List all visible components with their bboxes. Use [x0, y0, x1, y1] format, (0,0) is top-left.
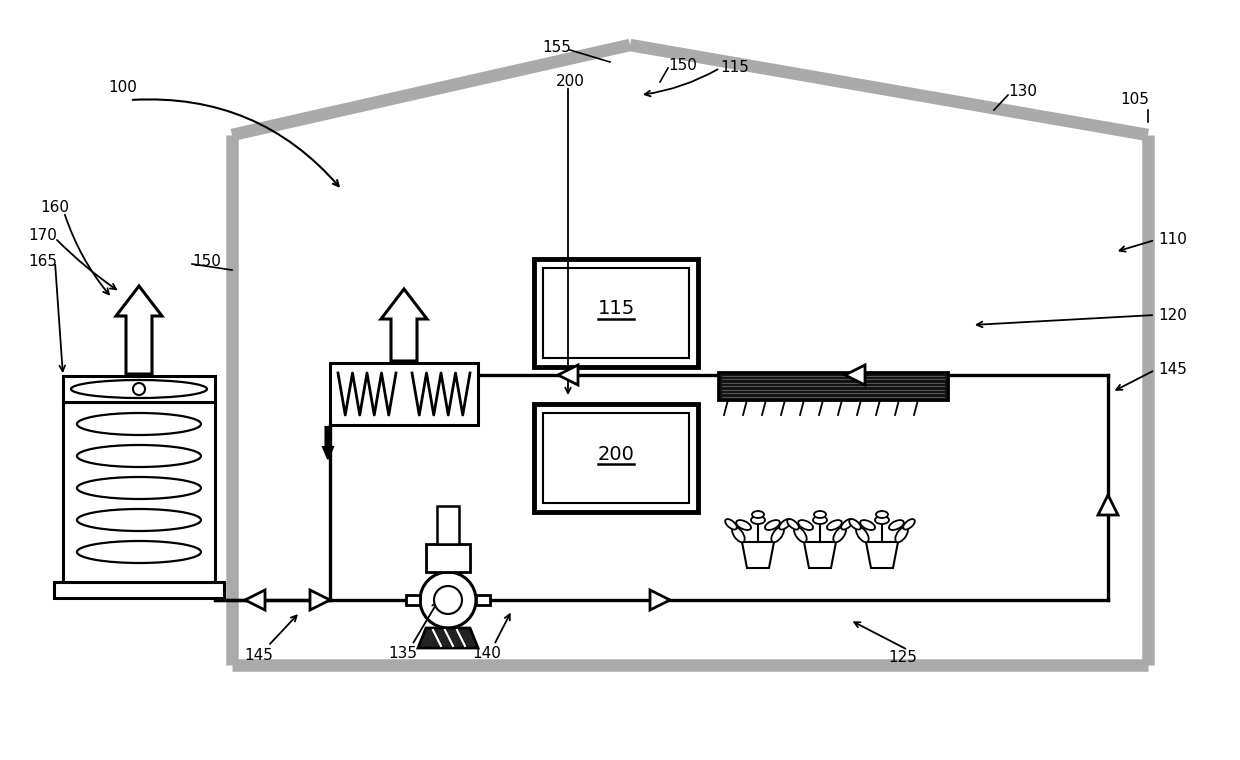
Bar [543, 413, 689, 503]
Ellipse shape [889, 520, 904, 530]
Ellipse shape [771, 527, 784, 542]
Text: 130: 130 [1008, 84, 1037, 100]
Text: 140: 140 [472, 647, 501, 661]
Ellipse shape [751, 516, 765, 524]
Ellipse shape [77, 541, 201, 563]
Text: 125: 125 [888, 650, 916, 664]
Ellipse shape [856, 527, 869, 542]
Bar [63, 376, 215, 402]
Ellipse shape [732, 527, 745, 542]
Bar [534, 259, 698, 367]
Text: 160: 160 [40, 201, 69, 216]
Text: 105: 105 [1120, 93, 1149, 107]
Text: 145: 145 [244, 648, 273, 663]
Ellipse shape [77, 445, 201, 467]
Circle shape [420, 572, 476, 628]
Text: 115: 115 [598, 299, 635, 318]
Text: 150: 150 [192, 255, 221, 270]
Polygon shape [418, 628, 477, 648]
Ellipse shape [765, 520, 780, 530]
Text: 170: 170 [29, 227, 57, 242]
FancyArrow shape [246, 590, 265, 610]
FancyArrow shape [558, 365, 578, 385]
FancyArrow shape [844, 365, 866, 385]
Text: 100: 100 [108, 81, 136, 96]
Text: 150: 150 [668, 58, 697, 72]
Ellipse shape [875, 511, 888, 518]
Polygon shape [866, 542, 898, 568]
Ellipse shape [71, 380, 207, 398]
Text: 135: 135 [388, 647, 417, 661]
Ellipse shape [779, 519, 791, 530]
Bar [476, 595, 490, 605]
Polygon shape [804, 542, 836, 568]
Ellipse shape [77, 509, 201, 531]
Ellipse shape [827, 520, 842, 530]
Ellipse shape [77, 477, 201, 499]
Ellipse shape [751, 511, 764, 518]
FancyArrow shape [117, 286, 162, 374]
FancyArrow shape [381, 289, 427, 361]
Bar [330, 363, 477, 425]
Ellipse shape [903, 519, 915, 530]
Bar [405, 595, 420, 605]
Ellipse shape [861, 520, 875, 530]
Ellipse shape [799, 520, 813, 530]
Text: 120: 120 [1158, 308, 1187, 322]
Bar [543, 268, 689, 358]
Text: 110: 110 [1158, 233, 1187, 248]
Ellipse shape [813, 511, 826, 518]
Text: 200: 200 [598, 445, 635, 464]
Text: 145: 145 [1158, 363, 1187, 378]
FancyArrow shape [322, 427, 334, 459]
Text: 165: 165 [29, 255, 57, 270]
FancyArrow shape [650, 590, 670, 610]
FancyArrow shape [310, 590, 330, 610]
Bar [55, 582, 224, 598]
Bar [436, 506, 459, 544]
Bar [63, 402, 215, 582]
Circle shape [133, 383, 145, 395]
FancyArrow shape [1097, 495, 1118, 515]
Ellipse shape [895, 527, 908, 542]
Ellipse shape [841, 519, 853, 530]
Circle shape [434, 586, 463, 614]
Bar [534, 404, 698, 512]
Bar [718, 372, 949, 400]
Text: 115: 115 [720, 61, 749, 75]
Ellipse shape [813, 516, 827, 524]
Ellipse shape [725, 519, 737, 530]
Ellipse shape [833, 527, 846, 542]
Ellipse shape [787, 519, 799, 530]
Ellipse shape [794, 527, 807, 542]
Polygon shape [742, 542, 774, 568]
Ellipse shape [875, 516, 889, 524]
Bar [427, 544, 470, 572]
Ellipse shape [849, 519, 861, 530]
Ellipse shape [77, 413, 201, 435]
Ellipse shape [737, 520, 751, 530]
Text: 155: 155 [542, 40, 570, 55]
Text: 200: 200 [556, 74, 585, 90]
